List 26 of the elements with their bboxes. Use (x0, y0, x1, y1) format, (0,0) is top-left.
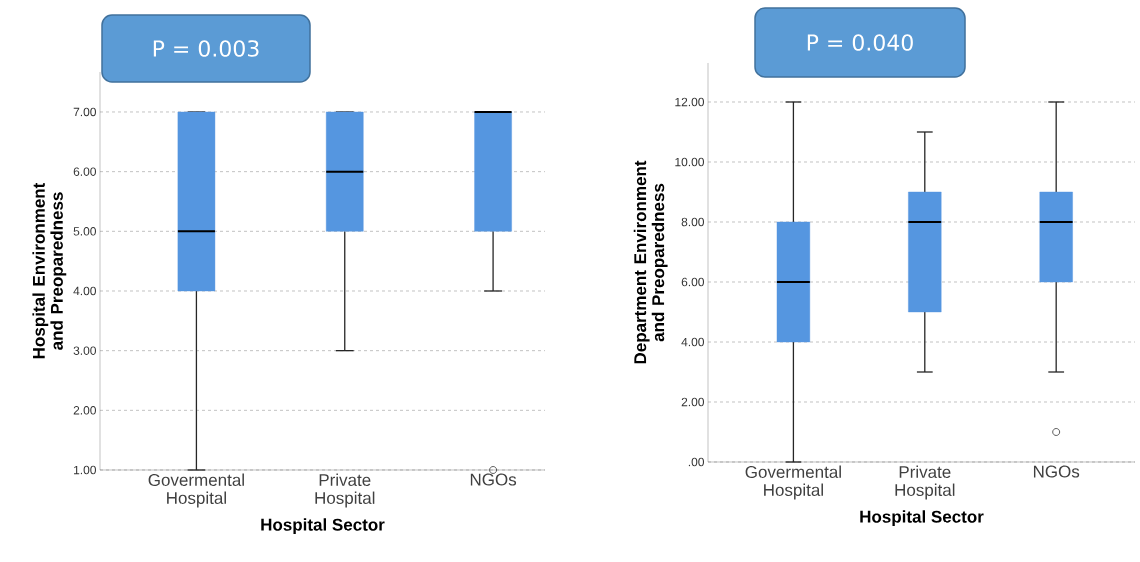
y-tick-label: 8.00 (681, 217, 705, 227)
y-tick-label: 10.00 (675, 157, 705, 167)
y-tick-label: 6.00 (681, 277, 705, 287)
x-axis-title: Hospital Sector (860, 510, 984, 527)
y-tick-label: 2.00 (73, 406, 96, 415)
x-tick-label: NGOs (1033, 465, 1080, 478)
x-tick-label: Private Hospital (895, 465, 955, 500)
y-tick-label: 12.00 (675, 97, 705, 107)
y-axis-title: Department Environment and Preoparedness (633, 160, 668, 364)
y-tick-label: 4.00 (73, 286, 96, 296)
y-tick-label: 5.00 (73, 227, 96, 236)
x-axis-title: Hospital Sector (261, 518, 385, 535)
y-tick-label: 2.00 (681, 397, 705, 407)
x-tick-label: Govermental Hospital (148, 473, 244, 508)
y-tick-label: 3.00 (73, 346, 96, 355)
y-tick-label: 1.00 (74, 465, 96, 475)
x-tick-label: NGOs (470, 473, 517, 486)
y-tick-label: 7.00 (73, 107, 96, 117)
y-tick-label: 6.00 (73, 167, 96, 176)
text: P = 0.040 (807, 34, 913, 51)
y-tick-label: .00 (688, 457, 705, 467)
y-axis-title: Hospital Environment and Preoparedness (32, 182, 67, 359)
x-tick-label: Govermental Hospital (745, 465, 841, 500)
y-tick-label: 4.00 (681, 337, 705, 347)
text: P = 0.003 (153, 40, 259, 57)
x-tick-label: Private Hospital (315, 473, 375, 508)
